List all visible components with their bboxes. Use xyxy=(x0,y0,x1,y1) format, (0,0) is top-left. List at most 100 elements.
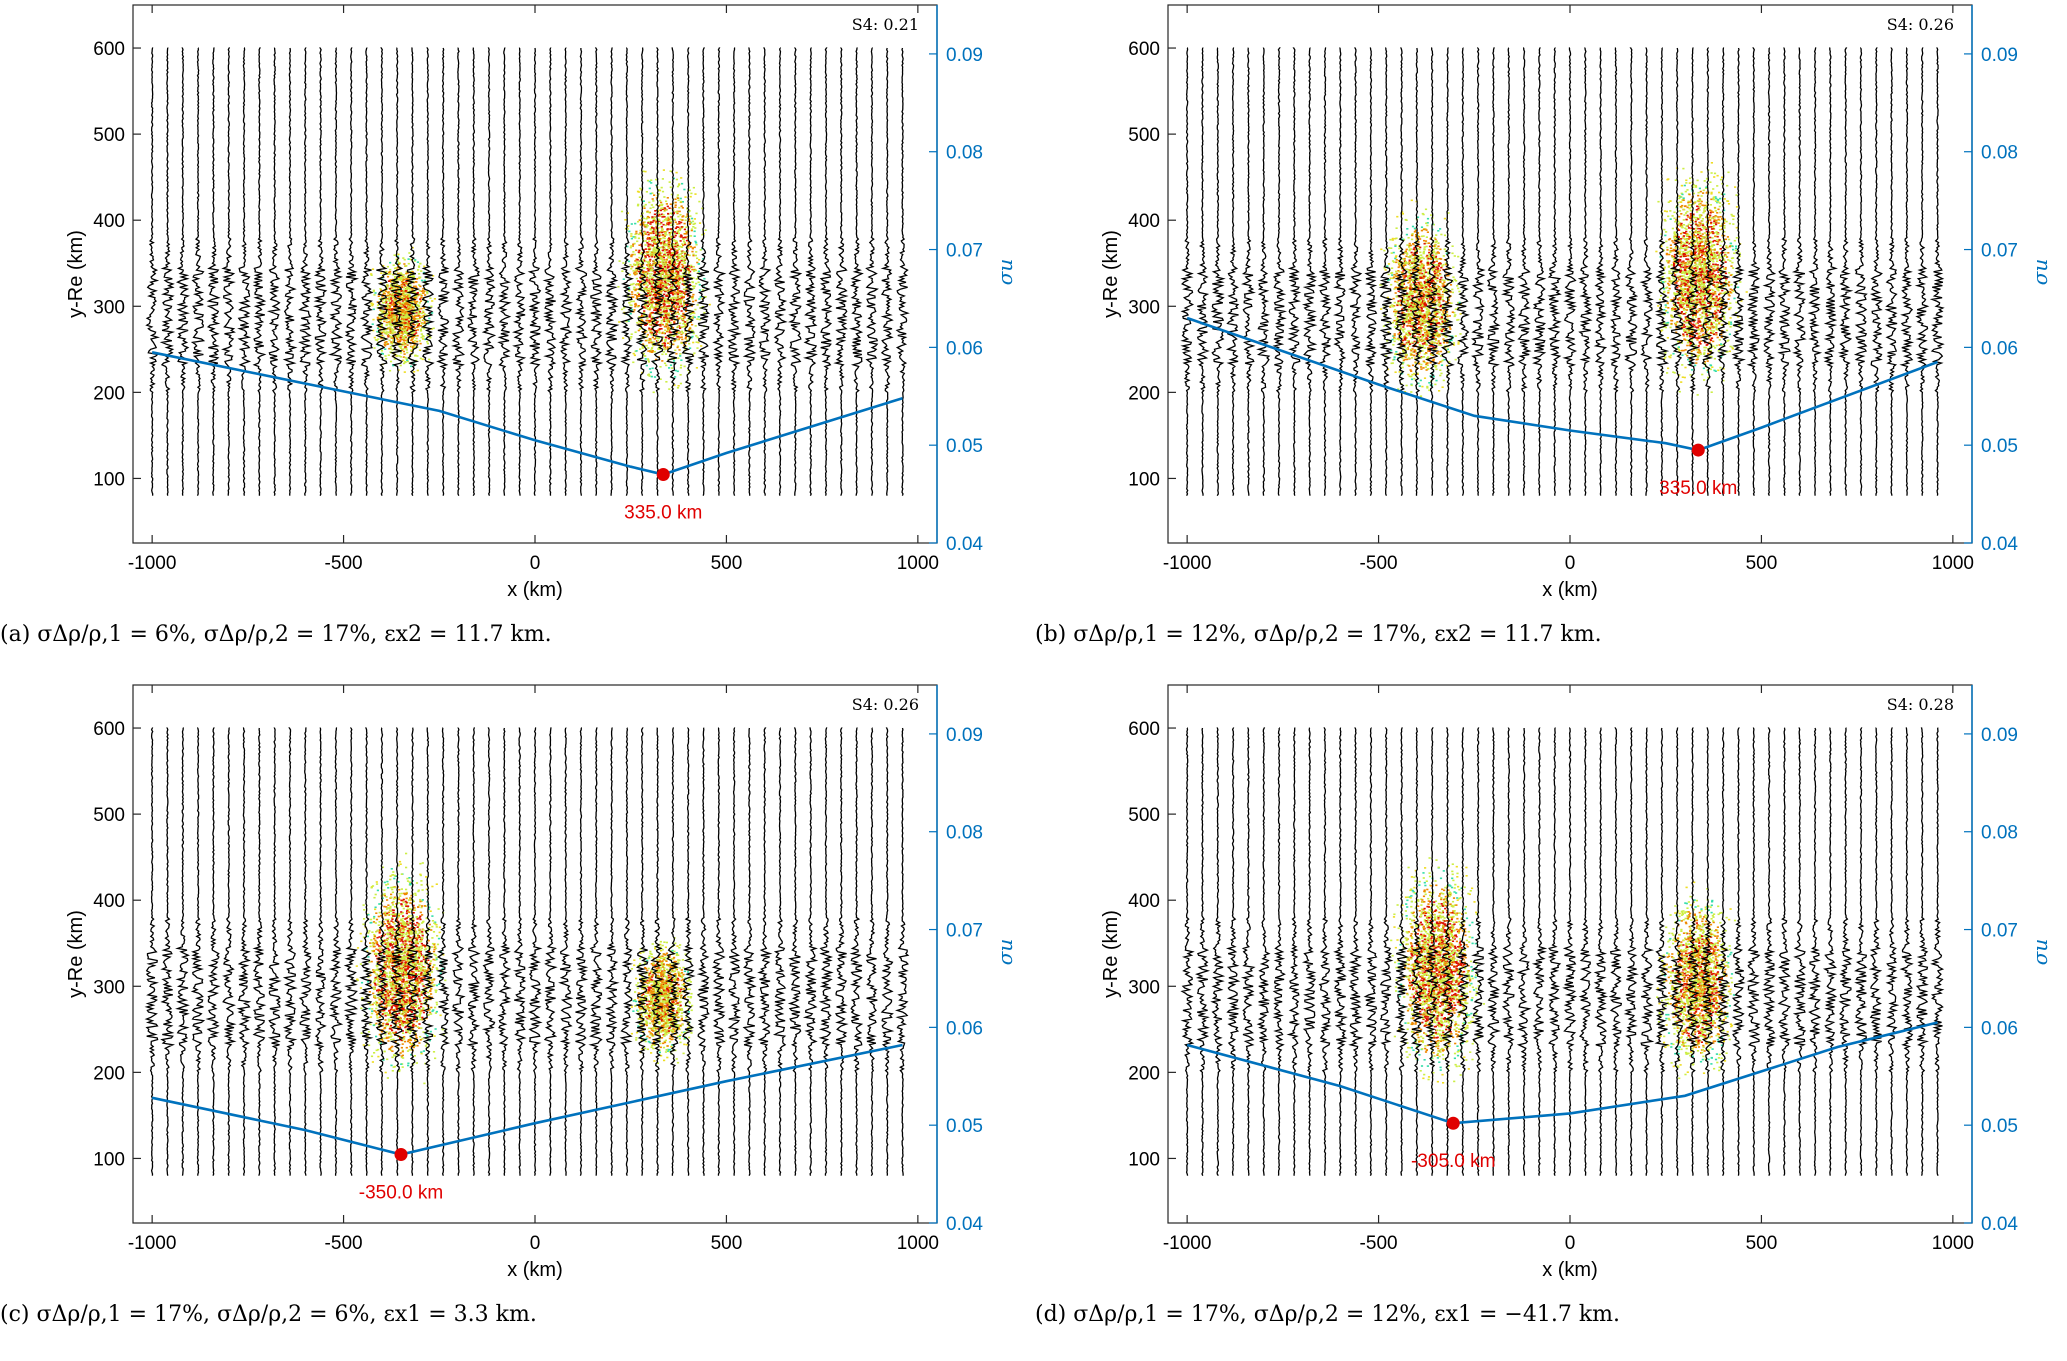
signal-trace xyxy=(1838,727,1853,1176)
x-tick-label: 1000 xyxy=(897,1233,939,1254)
signal-trace xyxy=(466,727,481,1176)
signal-trace xyxy=(252,47,267,496)
signal-trace xyxy=(1899,47,1915,496)
signal-trace xyxy=(1930,727,1945,1176)
panel-c: -350.0 km -1000 -500 0 500 1000 100 200 300 400 50… xyxy=(0,680,1030,1360)
signal-trace xyxy=(451,47,466,496)
signal-trace xyxy=(1929,47,1945,496)
signal-trace xyxy=(1547,727,1562,1176)
signal-trace xyxy=(267,727,282,1176)
signal-trace xyxy=(1225,727,1241,1176)
signal-trace xyxy=(1915,727,1930,1176)
signal-trace xyxy=(1517,47,1532,496)
signal-trace xyxy=(865,727,878,1177)
signal-trace xyxy=(1853,727,1868,1176)
signal-trace xyxy=(773,47,788,496)
signal-trace xyxy=(527,47,542,496)
signal-trace xyxy=(406,727,421,1176)
y2-tick-label: 0.08 xyxy=(946,143,983,164)
y2-tick-label: 0.07 xyxy=(1981,241,2018,262)
signal-trace xyxy=(313,727,327,1176)
signal-trace xyxy=(1562,47,1578,496)
y-tick-label: 400 xyxy=(1128,211,1160,232)
signal-trace xyxy=(252,727,267,1176)
signal-trace xyxy=(1470,727,1486,1176)
signal-trace xyxy=(650,47,665,496)
signal-trace xyxy=(1424,727,1440,1176)
y2-tick-label: 0.07 xyxy=(1981,921,2018,942)
signal-trace xyxy=(1363,727,1378,1176)
x-tick-label: 500 xyxy=(711,553,743,574)
y2-tick-label: 0.09 xyxy=(946,45,983,66)
y2-tick-label: 0.04 xyxy=(946,1214,983,1235)
min-marker xyxy=(394,1148,408,1162)
signal-trace xyxy=(328,47,344,496)
signal-trace xyxy=(1914,47,1930,496)
signal-trace xyxy=(666,47,681,496)
signal-trace xyxy=(1333,47,1347,496)
s4-label: S4: 0.26 xyxy=(1887,15,1954,34)
signal-trace xyxy=(190,47,206,496)
signal-trace xyxy=(1700,727,1715,1176)
signal-trace xyxy=(650,727,665,1176)
signal-trace xyxy=(1180,727,1195,1176)
signal-trace xyxy=(1486,727,1501,1176)
signal-trace xyxy=(1823,47,1838,496)
signal-trace xyxy=(1807,727,1822,1176)
signal-trace xyxy=(1486,47,1501,496)
signal-trace xyxy=(1670,727,1684,1176)
signal-trace xyxy=(1394,47,1410,496)
y-tick-label: 600 xyxy=(1128,39,1160,60)
signal-trace xyxy=(1501,727,1515,1176)
signal-traces xyxy=(145,47,910,497)
signal-trace xyxy=(1333,727,1348,1176)
y-tick-label: 100 xyxy=(1128,1149,1160,1170)
signal-trace xyxy=(1272,47,1288,496)
y-tick-label: 200 xyxy=(1128,1063,1160,1084)
y-axis-label: y-Re (km) xyxy=(1100,910,1122,998)
signal-trace xyxy=(205,727,221,1176)
x-tick-label: 500 xyxy=(1746,553,1778,574)
signal-trace xyxy=(1746,727,1761,1176)
y2-tick-label: 0.04 xyxy=(1981,1214,2018,1235)
signal-trace xyxy=(558,47,574,496)
signal-trace xyxy=(880,47,894,496)
y-tick-label: 600 xyxy=(1128,719,1160,740)
x-axis-label: x (km) xyxy=(1542,579,1598,601)
signal-trace xyxy=(358,727,374,1176)
x-tick-label: -1000 xyxy=(1163,553,1212,574)
signal-trace xyxy=(1286,727,1300,1176)
signal-trace xyxy=(895,47,910,496)
signal-traces xyxy=(144,727,910,1177)
signal-trace xyxy=(1593,47,1608,496)
signal-trace xyxy=(604,727,620,1176)
scintillation-blob xyxy=(1656,881,1740,1080)
signal-trace xyxy=(1301,727,1317,1176)
y2-axis-label: σu xyxy=(2028,939,2052,966)
signal-trace xyxy=(574,727,589,1176)
signal-trace xyxy=(222,727,237,1176)
signal-trace xyxy=(894,727,910,1176)
y2-tick-label: 0.06 xyxy=(946,338,983,359)
signal-trace xyxy=(1562,727,1578,1176)
y-tick-label: 300 xyxy=(93,297,125,318)
y-tick-label: 100 xyxy=(93,1149,125,1170)
x-tick-label: -1000 xyxy=(128,553,177,574)
x-tick-label: 0 xyxy=(530,1233,541,1254)
signal-trace xyxy=(1700,47,1715,496)
min-marker-label: -305.0 km xyxy=(1411,1151,1495,1172)
sigma-u-line xyxy=(1186,1021,1938,1125)
y-tick-label: 600 xyxy=(93,39,125,60)
signal-trace xyxy=(1516,728,1532,1176)
signal-trace xyxy=(1885,727,1900,1176)
signal-trace xyxy=(1777,727,1792,1176)
signal-trace xyxy=(1884,47,1898,496)
signal-trace xyxy=(1822,727,1838,1176)
signal-trace xyxy=(1454,47,1470,496)
signal-trace xyxy=(481,47,497,496)
min-marker-label: 335.0 km xyxy=(1659,478,1737,499)
signal-trace xyxy=(175,727,190,1176)
signal-trace xyxy=(1256,727,1271,1176)
x-tick-label: 1000 xyxy=(1932,1233,1974,1254)
signal-trace xyxy=(1440,727,1455,1176)
